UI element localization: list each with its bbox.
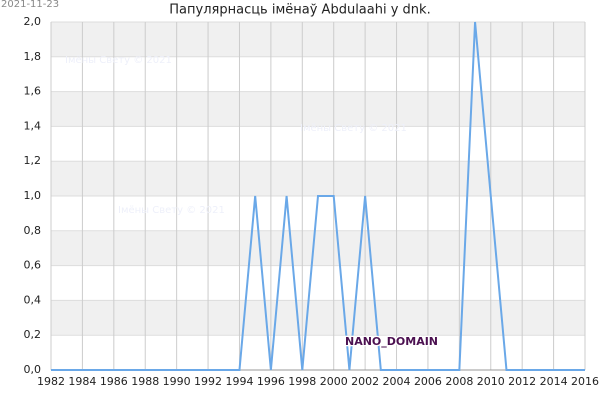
x-tick-label: 2014 [540, 375, 568, 388]
x-tick-label: 1990 [163, 375, 191, 388]
x-tick-label: 2010 [477, 375, 505, 388]
y-tick-label: 0,0 [24, 363, 42, 376]
y-tick-label: 1,8 [24, 50, 42, 63]
x-tick-label: 2012 [508, 375, 536, 388]
x-tick-label: 1996 [257, 375, 285, 388]
x-tick-label: 1984 [68, 375, 96, 388]
x-tick-label: 1988 [131, 375, 159, 388]
y-tick-label: 1,0 [24, 189, 42, 202]
line [51, 21, 585, 371]
y-tick-label: 2,0 [24, 15, 42, 28]
x-tick-label: 1998 [288, 375, 316, 388]
band [51, 161, 585, 196]
band [51, 230, 585, 266]
y-tick-label: 0,8 [24, 224, 42, 237]
x-tick-label: 2008 [445, 375, 473, 388]
y-tick-label: 0,4 [24, 293, 42, 306]
x-tick-label: 2000 [320, 375, 348, 388]
y-tick-label: 1,2 [24, 154, 42, 167]
band [51, 22, 585, 57]
watermark: Імёны Свету © 2021 [65, 55, 172, 66]
x-tick-label: 2002 [351, 375, 379, 388]
x-tick-label: 1986 [100, 375, 128, 388]
y-tick-label: 1,4 [24, 119, 42, 132]
band [51, 300, 585, 336]
y-tick-label: 0,6 [24, 259, 42, 272]
bands [51, 22, 585, 336]
x-tick-label: 2016 [571, 375, 599, 388]
watermark: Імёны Свету © 2021 [300, 123, 407, 134]
badge: NANO_DOMAIN [345, 335, 438, 348]
x-tick-label: 1994 [225, 375, 253, 388]
x-tick-label: 2006 [414, 375, 442, 388]
y-tick-label: 1,6 [24, 85, 42, 98]
chart-title: Папулярнасць імёнаў Abdulaahi у dnk. [169, 3, 430, 18]
x-tick-label: 1992 [194, 375, 222, 388]
x-tick-label: 1982 [37, 375, 65, 388]
band [51, 91, 585, 127]
x-tick-label: 2004 [383, 375, 411, 388]
watermark: Імёны Свету © 2021 [118, 205, 225, 216]
date: 2021-11-23 [1, 0, 59, 10]
y-tick-label: 0,2 [24, 328, 42, 341]
